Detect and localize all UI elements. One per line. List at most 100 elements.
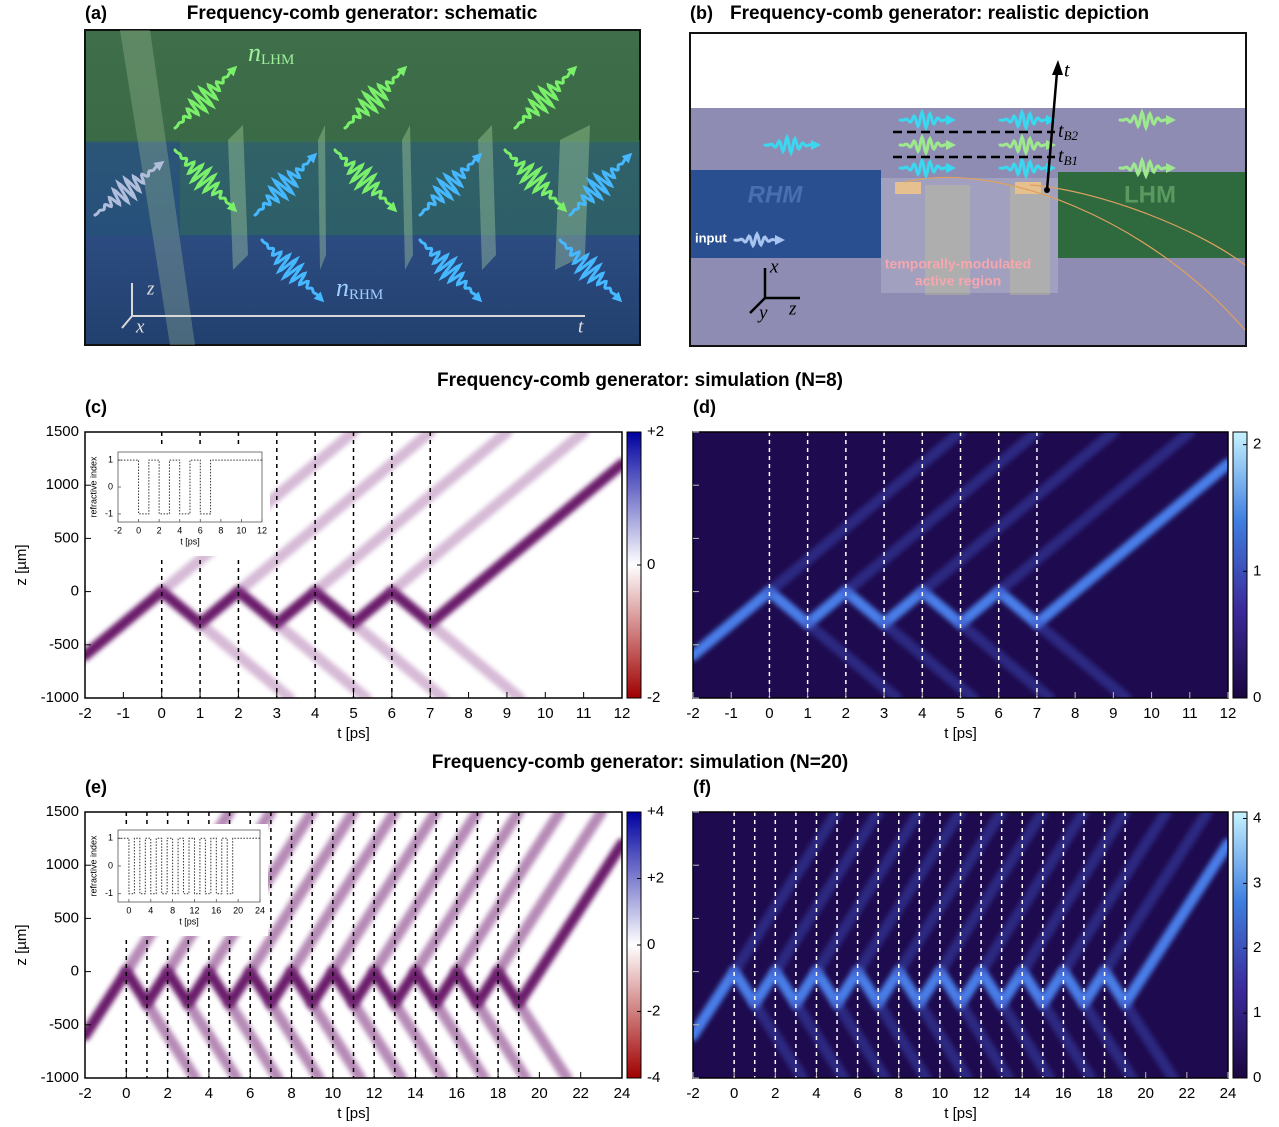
wave	[1118, 108, 1170, 132]
colorbar-tick-label: +4	[647, 803, 664, 820]
wave	[260, 238, 321, 299]
x-tick-label: 1	[196, 705, 204, 722]
x-tick-label: 3	[273, 705, 281, 722]
section-title: Frequency-comb generator: simulation (N=…	[432, 752, 849, 773]
x-tick-label: 8	[464, 705, 472, 722]
plane	[402, 125, 413, 270]
wave	[898, 156, 950, 180]
y-tick-label: -500	[49, 1016, 79, 1033]
x-tick-label: 7	[426, 705, 434, 722]
wire	[904, 176, 1246, 331]
wave-arrowhead	[226, 65, 238, 77]
wave-packet	[503, 148, 568, 213]
wave	[343, 69, 404, 130]
x-tick-label: 22	[572, 1085, 589, 1102]
x-axis	[121, 315, 133, 329]
colorbar-tick-label: 1	[1253, 562, 1261, 579]
modulated-layer	[925, 185, 970, 295]
arrowhead	[1052, 60, 1063, 75]
plot-area	[693, 432, 1228, 698]
wave-arrowhead	[226, 201, 238, 213]
inset-y-label: refractive index	[88, 456, 98, 518]
inset-background	[88, 824, 268, 936]
pulse-trace	[763, 432, 1196, 598]
x-tick-label: 6	[246, 1085, 254, 1102]
symbol: t	[1058, 145, 1064, 167]
colorbar-tick-label: 0	[647, 556, 655, 573]
plot-frame	[84, 811, 623, 1079]
x-tick-label: 0	[122, 1085, 130, 1102]
panel-label: (f)	[693, 777, 711, 797]
x-tick-label: 0	[158, 705, 166, 722]
inset-x-tick-label: 8	[218, 525, 223, 535]
plane	[555, 125, 590, 270]
panel-label: (a)	[85, 3, 107, 23]
inset-x-tick-label: 6	[198, 525, 203, 535]
inset-x-tick-label: 20	[233, 905, 243, 915]
x-axis-label: t [ps]	[944, 725, 977, 742]
wave-arrowhead	[946, 140, 956, 150]
subscript: B1	[1064, 153, 1078, 168]
wave	[898, 108, 950, 132]
x-tick-label: 9	[503, 705, 511, 722]
x-tick-label: 4	[205, 1085, 213, 1102]
wave-packet	[513, 65, 578, 130]
wave-arrowhead	[1046, 115, 1056, 125]
inset-y-tick-label: 1	[108, 833, 113, 843]
wave-packets	[733, 108, 1176, 249]
rhm-label: RHM	[748, 181, 804, 208]
symbol: n	[336, 273, 349, 302]
x-tick-label: 2	[234, 705, 242, 722]
pulse-trace	[194, 618, 526, 698]
y-tick-label: -500	[49, 636, 79, 653]
inset-x-tick-label: 4	[148, 905, 153, 915]
wave	[93, 164, 160, 217]
x-tick-label: 16	[1055, 1085, 1072, 1102]
colorbar-tick-label: -2	[647, 689, 660, 706]
y-tick-label: 1500	[46, 423, 79, 440]
x-tick-label: 14	[1014, 1085, 1031, 1102]
x-tick-label: 0	[730, 1085, 738, 1102]
wave-packets	[93, 65, 633, 303]
wave	[568, 156, 629, 217]
wave	[1118, 156, 1170, 180]
wave	[998, 133, 1050, 157]
wave	[998, 108, 1050, 132]
x-tick-label: 22	[1179, 1085, 1196, 1102]
wave	[333, 148, 394, 209]
pulse-trace	[728, 812, 1213, 978]
wave-packet	[763, 133, 821, 157]
x-tick-label: 11	[1182, 705, 1198, 722]
pulse-trace	[693, 838, 1228, 1041]
x-tick-label: 18	[490, 1085, 507, 1102]
inset-y-tick-label: 0	[108, 860, 113, 870]
panel-b: (b) Frequency-comb generator: realistic …	[689, 3, 1247, 347]
x-tick-label: 4	[918, 705, 926, 722]
wave-arrowhead	[621, 152, 633, 164]
x-tick-label: -2	[78, 1085, 91, 1102]
wave	[558, 238, 619, 299]
wave	[418, 238, 479, 299]
lhm-label: LHM	[1124, 181, 1176, 208]
x-tick-label: 6	[388, 705, 396, 722]
inset-background	[88, 446, 270, 556]
x-tick-label: 6	[995, 705, 1003, 722]
wave-arrowhead	[556, 201, 568, 213]
heatmap-chart: (d)-2 -1 0 1 2 3 4 5 6 7 8 9 10 11 12t [ps]012	[686, 397, 1261, 742]
section-title: Frequency-comb generator: simulation (N=…	[437, 370, 843, 391]
wave-packet	[898, 133, 956, 157]
x-tick-label: 16	[448, 1085, 465, 1102]
y-tick-label: -1000	[41, 1069, 79, 1086]
pulse-trace	[693, 458, 1228, 661]
wave-arrowhead	[566, 65, 578, 77]
wave-arrowhead	[811, 140, 821, 150]
inset-x-tick-label: 10	[236, 525, 246, 535]
y-tick-label: 500	[54, 529, 79, 546]
wave	[173, 69, 234, 130]
colorbar-tick-label: 0	[1253, 1069, 1261, 1086]
colorbar-tick-label: 0	[647, 936, 655, 953]
x-tick-label: 20	[531, 1085, 548, 1102]
